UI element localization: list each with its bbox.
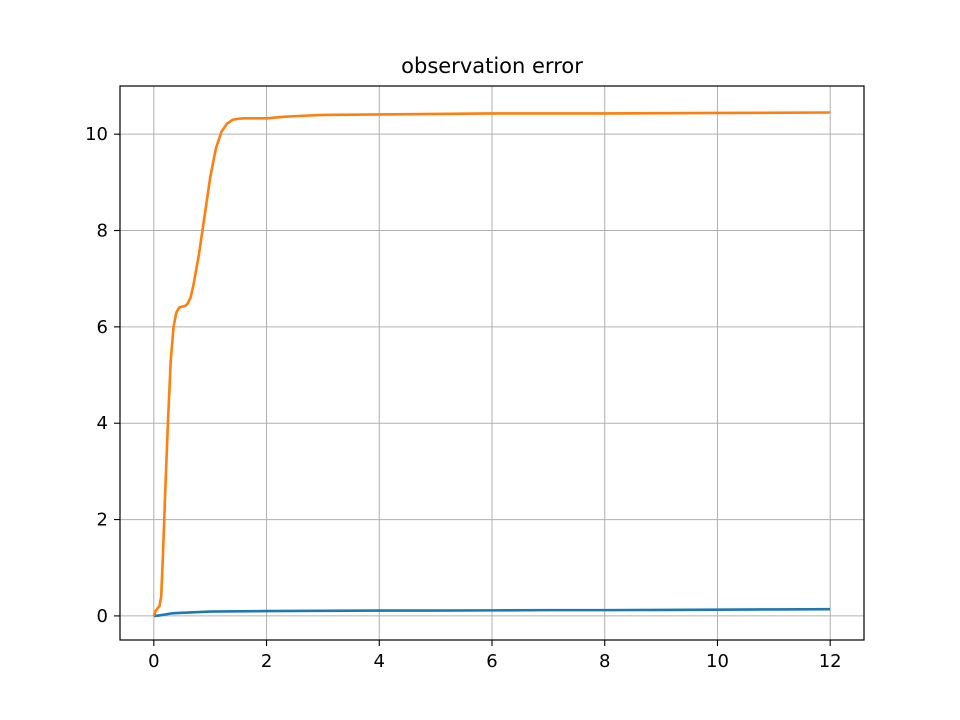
x-tick-label: 8 [599,651,610,672]
y-tick-label: 4 [97,413,108,434]
x-tick-label: 6 [486,651,497,672]
series-line-2 [152,111,831,617]
chart-title: observation error [401,54,583,78]
x-tick-label: 2 [261,651,272,672]
series-lines [152,111,831,618]
y-tick-label: 0 [97,606,108,627]
y-tick-label: 6 [97,317,108,338]
y-tick-label: 10 [85,124,108,145]
x-tick-label: 4 [374,651,385,672]
y-tick-label: 8 [97,221,108,242]
x-tick-label: 12 [819,651,842,672]
y-tick-label: 2 [97,510,108,531]
x-tick-label: 10 [706,651,729,672]
x-tick-label: 0 [148,651,159,672]
series-line-1 [153,607,831,618]
axis-ticks: 0 2 4 6 8 10 12 0 2 4 6 8 10 [85,124,842,672]
grid [120,86,864,640]
